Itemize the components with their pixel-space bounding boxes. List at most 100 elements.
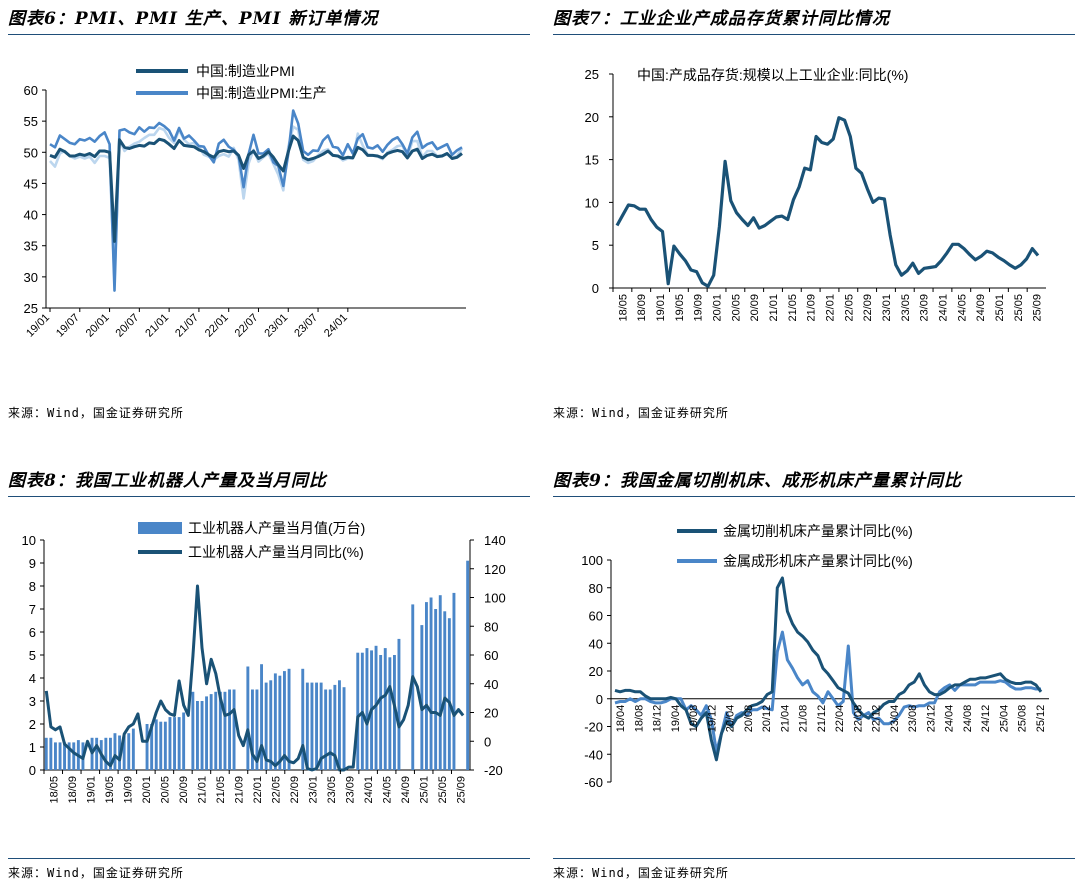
x-tick-label: 21/09 <box>806 294 818 322</box>
x-tick-label: 25/05 <box>437 776 449 804</box>
x-tick-label: 20/05 <box>159 776 171 804</box>
x-tick-label: 25/09 <box>1032 294 1044 322</box>
x-tick-label: 21/05 <box>215 776 227 804</box>
bar <box>163 721 167 770</box>
bar <box>315 682 318 770</box>
bar <box>67 742 71 770</box>
chart-title: 图表9：我国金属切削机床、成形机床产量累计同比 <box>553 466 1075 497</box>
legend-label: 中国:制造业PMI:生产 <box>196 85 327 101</box>
x-tick-label: 21/01 <box>143 312 171 340</box>
y-tick-label: 20 <box>589 664 603 679</box>
robot-chart: 0 1 2 3 4 5 6 7 8 9 10 -20 0 20 40 60 80 100 120 140 18/05 18… <box>22 520 506 804</box>
bar <box>104 737 108 770</box>
x-tick-label: 21/01 <box>196 776 208 804</box>
legend-label: 中国:制造业PMI <box>196 63 295 79</box>
x-tick-label: 19/07 <box>54 312 82 340</box>
y-tick-label: 140 <box>484 533 506 548</box>
x-tick-label: 20/01 <box>84 312 112 340</box>
x-tick-label: 19/01 <box>655 294 667 322</box>
bar <box>425 602 428 770</box>
x-tick-label: 21/07 <box>173 312 201 340</box>
x-tick-label: 23/09 <box>345 776 357 804</box>
series-line-1 <box>614 630 1041 753</box>
bar <box>131 728 135 770</box>
x-tick-label: 20/08 <box>743 705 755 733</box>
y-tick-label: 8 <box>29 579 36 594</box>
bar <box>397 638 401 770</box>
x-tick-label: 23/09 <box>919 294 931 322</box>
chart-title: 图表6：PMI、PMI 生产、PMI 新订单情况 <box>8 4 530 35</box>
x-tick-label: 24/09 <box>400 776 412 804</box>
x-tick-label: 18/08 <box>633 705 645 733</box>
legend-label: 金属切削机床产量累计同比(%) <box>723 523 913 539</box>
series-line-0 <box>615 116 1040 288</box>
legend-label: 中国:产成品存货:规模以上工业企业:同比(%) <box>637 67 908 83</box>
bar <box>443 611 447 770</box>
chart-source: 来源：Wind，国金证券研究所 <box>8 406 184 420</box>
x-tick-label: 18/04 <box>615 705 627 733</box>
legend-swatch <box>138 522 182 534</box>
bar <box>95 737 99 770</box>
y-tick-label: 40 <box>24 208 38 223</box>
bar <box>168 717 172 770</box>
y-tick-label: 0 <box>592 281 599 296</box>
chart-panel-7: 图表7：工业企业产成品存货累计同比情况 0 5 10 15 20 25 18/05 18/09… <box>553 4 1075 424</box>
bar <box>301 668 305 770</box>
bar <box>411 604 415 770</box>
bar <box>264 682 268 770</box>
bar <box>159 721 163 770</box>
y-tick-label: 55 <box>24 114 38 129</box>
y-tick-label: 5 <box>592 238 599 253</box>
y-tick-label: 10 <box>22 533 36 548</box>
y-tick-label: 5 <box>29 648 36 663</box>
x-tick-label: 24/09 <box>975 294 987 322</box>
y-tick-label: 0 <box>29 763 36 778</box>
bar <box>287 668 291 770</box>
x-tick-label: 20/09 <box>749 294 761 322</box>
y-tick-label: 25 <box>585 67 599 82</box>
x-tick-label: 22/01 <box>203 312 231 340</box>
x-tick-label: 23/04 <box>889 705 901 733</box>
x-tick-label: 18/09 <box>67 776 79 804</box>
bar <box>466 560 470 770</box>
chart-title: 图表8：我国工业机器人产量及当月同比 <box>8 466 530 497</box>
chart-panel-6: 图表6：PMI、PMI 生产、PMI 新订单情况 25 30 35 40 45 50 55 6… <box>8 4 530 424</box>
y-tick-label: 9 <box>29 556 36 571</box>
x-tick-label: 19/05 <box>674 294 686 322</box>
x-tick-label: 19/09 <box>693 294 705 322</box>
x-tick-label: 24/01 <box>937 294 949 322</box>
x-tick-label: 23/01 <box>308 776 320 804</box>
x-tick-label: 20/01 <box>712 294 724 322</box>
bar <box>177 717 181 770</box>
source-divider <box>553 858 1075 859</box>
x-tick-label: 19/09 <box>122 776 134 804</box>
bar <box>72 742 76 770</box>
bar <box>438 595 442 770</box>
bar <box>260 664 263 770</box>
bar <box>145 724 149 770</box>
chart-source: 来源：Wind，国金证券研究所 <box>8 866 184 880</box>
bar <box>127 733 131 770</box>
x-tick-label: 20/09 <box>178 776 190 804</box>
bar <box>58 742 62 770</box>
bar <box>49 737 53 770</box>
chart-source: 来源：Wind，国金证券研究所 <box>553 866 729 880</box>
x-tick-label: 25/01 <box>994 294 1006 322</box>
y-tick-label: 1 <box>29 740 36 755</box>
bar <box>420 625 424 770</box>
bar <box>434 609 438 770</box>
bar <box>228 689 231 770</box>
inventory-chart: 0 5 10 15 20 25 18/05 18/09 19/01 19/05 19/09 20/01… <box>585 67 1046 322</box>
x-tick-label: 22/05 <box>843 294 855 322</box>
y-tick-label: 25 <box>24 301 38 316</box>
x-tick-label: 22/09 <box>862 294 874 322</box>
chart-source: 来源：Wind，国金证券研究所 <box>553 406 729 420</box>
bar <box>232 689 236 770</box>
bar <box>356 652 360 770</box>
bar <box>223 691 227 770</box>
bar <box>379 655 383 770</box>
y-tick-label: -40 <box>584 747 603 762</box>
series-line-0 <box>614 576 1043 762</box>
y-tick-label: -20 <box>584 720 603 735</box>
bar <box>218 691 222 770</box>
